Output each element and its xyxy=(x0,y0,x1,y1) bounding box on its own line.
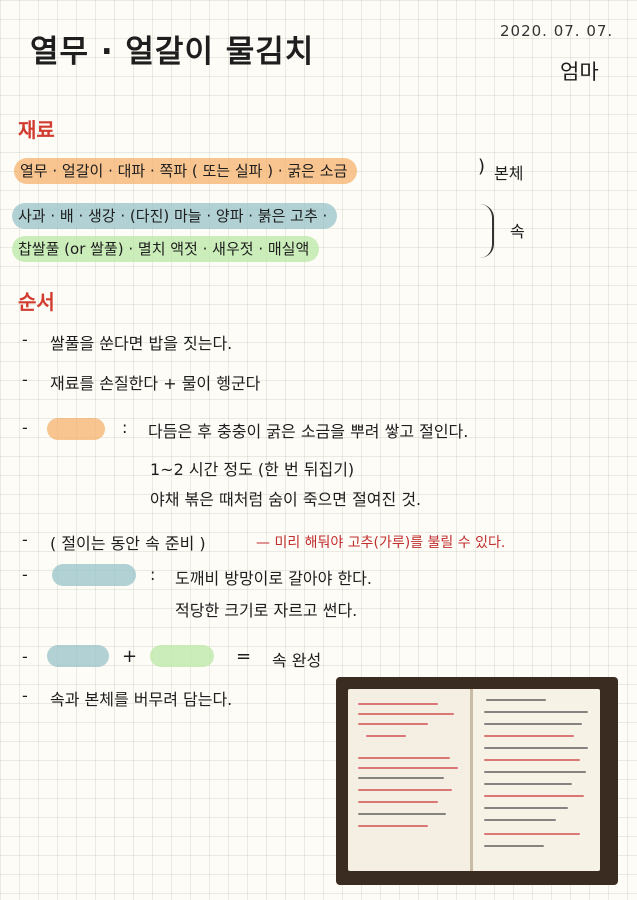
ingredients-heading: 재료 xyxy=(18,118,55,142)
step-bullet: - xyxy=(22,647,28,666)
handwriting-stroke xyxy=(484,795,584,797)
handwriting-stroke xyxy=(358,789,452,791)
step-4-note: — 미리 해둬야 고추(가루)를 불릴 수 있다. xyxy=(256,535,506,551)
handwriting-stroke xyxy=(366,735,406,737)
handwriting-stroke xyxy=(484,747,588,749)
main-bracket-icon: ) xyxy=(478,156,486,177)
step-6-result: 속 완성 xyxy=(272,651,322,670)
step-5-line2: 적당한 크기로 자르고 썬다. xyxy=(175,601,358,620)
filling-swatch-b xyxy=(150,645,214,667)
main-ingredients-line: 열무 · 얼갈이 · 대파 · 쪽파 ( 또는 실파 ) · 굵은 소금 xyxy=(14,158,358,184)
handwriting-stroke xyxy=(358,777,444,779)
step-3-line1: 다듬은 후 충충이 굵은 소금을 뿌려 쌓고 절인다. xyxy=(148,422,469,441)
notebook-right-page xyxy=(472,689,600,871)
handwriting-stroke xyxy=(484,807,568,809)
filling-swatch xyxy=(52,564,136,586)
handwriting-stroke xyxy=(358,825,428,827)
plus-sign: + xyxy=(122,646,138,667)
step-bullet: - xyxy=(22,370,28,389)
step-bullet: - xyxy=(22,565,28,584)
handwriting-stroke xyxy=(484,819,556,821)
step-5-line1: 도깨비 방망이로 갈아야 한다. xyxy=(175,569,372,588)
handwriting-stroke xyxy=(486,699,546,701)
handwriting-stroke xyxy=(358,703,438,705)
notebook-photo xyxy=(336,677,618,885)
handwriting-stroke xyxy=(358,713,454,715)
handwriting-stroke xyxy=(484,723,582,725)
main-ingredients-label: 본체 xyxy=(494,164,524,183)
step-bullet: - xyxy=(22,530,28,549)
step-bullet: - xyxy=(22,686,28,705)
filling-swatch-a xyxy=(47,645,109,667)
step-5-colon: : xyxy=(150,565,156,584)
filling-bracket-icon xyxy=(478,204,494,258)
handwriting-stroke xyxy=(358,757,450,759)
step-3-line3: 야채 볶은 때처럼 숨이 죽으면 절여진 것. xyxy=(150,490,422,509)
step-bullet: - xyxy=(22,330,28,349)
step-3-colon: : xyxy=(122,418,128,437)
handwriting-stroke xyxy=(484,759,580,761)
handwriting-stroke xyxy=(484,783,572,785)
notebook-spine xyxy=(470,689,473,871)
filling-ingredients-line2: 찹쌀풀 (or 쌀풀) · 멸치 액젓 · 새우젓 · 매실액 xyxy=(12,236,320,262)
handwriting-stroke xyxy=(484,845,544,847)
handwriting-stroke xyxy=(358,723,428,725)
equals-sign: = xyxy=(236,646,252,667)
order-heading: 순서 xyxy=(18,290,55,314)
handwriting-stroke xyxy=(358,801,438,803)
handwriting-stroke xyxy=(358,767,458,769)
date-label: 2020. 07. 07. xyxy=(500,22,614,40)
filling-ingredients-line1: 사과 · 배 · 생강 · (다진) 마늘 · 양파 · 붉은 고추 · xyxy=(12,203,338,229)
notebook-left-page xyxy=(348,689,472,871)
step-2: 재료를 손질한다 + 물이 헹군다 xyxy=(50,374,261,393)
page-title: 열무 · 얼갈이 물김치 xyxy=(30,34,315,70)
step-4: ( 절이는 동안 속 준비 ) xyxy=(50,534,206,553)
author-label: 엄마 xyxy=(560,60,599,84)
handwriting-stroke xyxy=(484,711,588,713)
filling-ingredients-label: 속 xyxy=(510,222,525,241)
step-bullet: - xyxy=(22,418,28,437)
step-1: 쌀풀을 쑨다면 밥을 짓는다. xyxy=(50,334,233,353)
handwriting-stroke xyxy=(358,813,446,815)
handwriting-stroke xyxy=(484,771,586,773)
main-ingredients-swatch xyxy=(47,418,105,440)
handwriting-stroke xyxy=(484,833,580,835)
step-7: 속과 본체를 버무려 담는다. xyxy=(50,690,233,709)
step-3-line2: 1~2 시간 정도 (한 번 뒤집기) xyxy=(150,460,355,479)
handwriting-stroke xyxy=(484,735,574,737)
